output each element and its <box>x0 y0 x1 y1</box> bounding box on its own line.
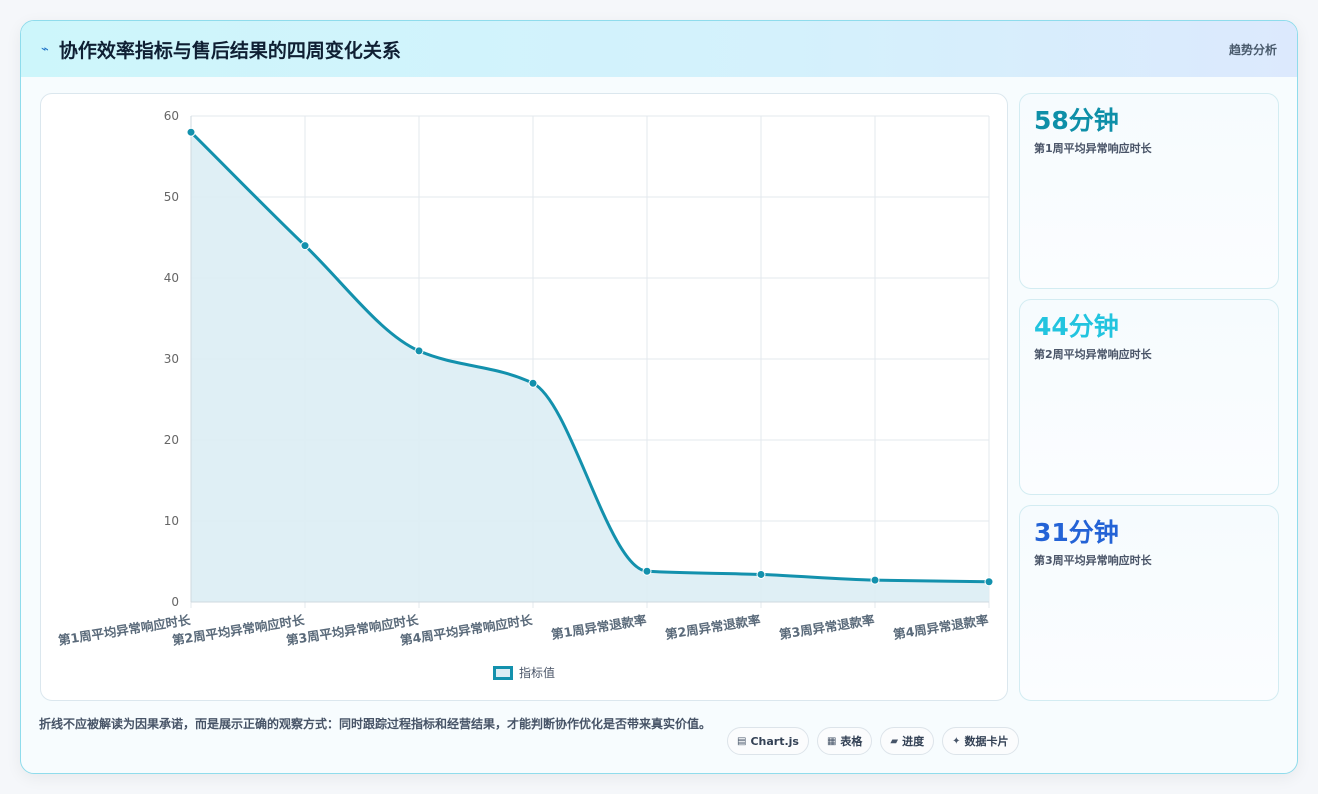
data-point <box>984 577 994 587</box>
stat-card-week1: 58分钟 第1周平均异常响应时长 <box>1019 93 1279 289</box>
y-tick-label: 50 <box>164 190 179 204</box>
pill-table[interactable]: ▦ 表格 <box>816 727 873 755</box>
pill-label: 进度 <box>902 735 925 748</box>
chart-legend[interactable]: 指标值 <box>493 664 555 681</box>
stat-card-week2: 44分钟 第2周平均异常响应时长 <box>1019 299 1279 495</box>
y-tick-label: 20 <box>164 433 179 447</box>
stat-value: 31分钟 <box>1034 518 1119 547</box>
feature-pills: ▤ Chart.js ▦ 表格 ▰ 进度 ✦ 数据卡片 <box>727 727 1019 755</box>
pill-chartjs[interactable]: ▤ Chart.js <box>727 727 809 755</box>
line-chart: 0102030405060第1周平均异常响应时长第2周平均异常响应时长第3周平均… <box>57 109 994 648</box>
analysis-tag: 趋势分析 <box>1228 42 1277 57</box>
trend-icon: ⌁ <box>41 41 49 57</box>
pill-datacard[interactable]: ✦ 数据卡片 <box>942 727 1019 755</box>
stat-card-week3: 31分钟 第3周平均异常响应时长 <box>1019 505 1279 701</box>
chart-icon: ▤ <box>737 735 747 747</box>
y-tick-label: 0 <box>171 595 179 609</box>
pill-label: Chart.js <box>750 734 799 748</box>
x-tick-label: 第4周平均异常响应时长 <box>399 612 534 648</box>
footer-note: 折线不应被解读为因果承诺，而是展示正确的观察方式：同时跟踪过程指标和经营结果，才… <box>39 717 712 731</box>
y-tick-label: 10 <box>164 514 179 528</box>
data-point <box>186 127 196 137</box>
pill-label: 数据卡片 <box>964 735 1009 748</box>
series-line <box>189 131 990 584</box>
y-tick-label: 30 <box>164 352 179 366</box>
sparkle-icon: ✦ <box>952 735 961 747</box>
progress-icon: ▰ <box>890 735 899 747</box>
x-tick-label: 第4周异常退款率 <box>892 612 990 642</box>
header: ⌁ 协作效率指标与售后结果的四周变化关系 趋势分析 <box>21 21 1297 77</box>
dashboard-card: ⌁ 协作效率指标与售后结果的四周变化关系 趋势分析 0 10 20 30 40 50 60 第… <box>20 20 1298 774</box>
y-tick-label: 60 <box>164 109 179 123</box>
stat-value: 44分钟 <box>1034 312 1119 341</box>
title-wrap: ⌁ 协作效率指标与售后结果的四周变化关系 <box>41 36 401 63</box>
x-tick-label: 第1周异常退款率 <box>550 612 648 642</box>
data-point <box>300 241 310 251</box>
page-title: 协作效率指标与售后结果的四周变化关系 <box>58 39 401 62</box>
data-point <box>414 346 424 356</box>
data-point <box>756 569 766 579</box>
data-point <box>642 566 652 576</box>
x-tick-label: 第3周异常退款率 <box>778 612 876 642</box>
pill-progress[interactable]: ▰ 进度 <box>880 727 935 755</box>
legend-swatch <box>493 665 513 680</box>
table-icon: ▦ <box>826 735 837 747</box>
chart-panel: 0 10 20 30 40 50 60 第1周平均异常响应时长 第2周平均异常响应时长 第3周平均… <box>40 93 1008 701</box>
stat-label: 第1周平均异常响应时长 <box>1034 142 1152 155</box>
pill-label: 表格 <box>840 735 863 748</box>
stat-value: 58分钟 <box>1034 106 1119 135</box>
series-area <box>191 132 989 602</box>
y-tick-label: 40 <box>164 271 179 285</box>
x-tick-label: 第2周异常退款率 <box>664 612 762 642</box>
stat-label: 第2周平均异常响应时长 <box>1034 348 1152 361</box>
stat-label: 第3周平均异常响应时长 <box>1034 554 1152 567</box>
legend-label: 指标值 <box>519 666 556 680</box>
data-point <box>528 378 538 388</box>
data-point <box>870 575 880 585</box>
